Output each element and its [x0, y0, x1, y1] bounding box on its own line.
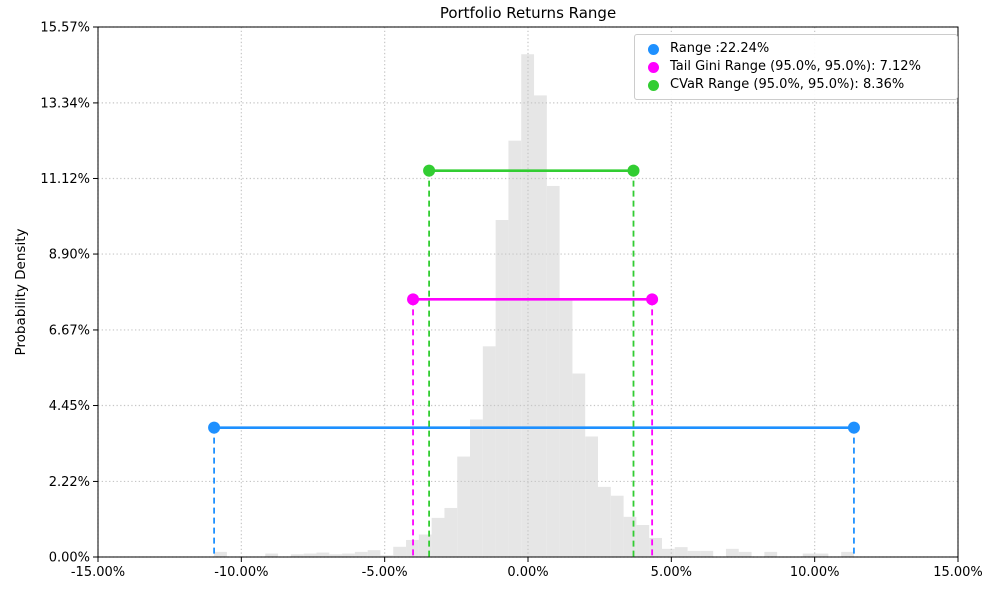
histogram-bar: [265, 553, 279, 557]
histogram-bar: [316, 552, 330, 557]
histogram-bar: [393, 546, 407, 557]
y-tick-label: 8.90%: [49, 248, 90, 263]
histogram-bar: [700, 550, 714, 557]
x-tick-label: 0.00%: [507, 565, 548, 580]
histogram-bar: [290, 554, 304, 557]
histogram-bar: [841, 551, 854, 557]
legend-label-range: Range :22.24%: [670, 41, 770, 56]
histogram-bar: [585, 436, 599, 557]
legend-item-range: Range :22.24%: [648, 40, 949, 58]
y-tick-label: 13.34%: [40, 96, 90, 111]
histogram-bar: [431, 517, 445, 557]
x-tick-label: -5.00%: [362, 565, 408, 580]
histogram-bar: [482, 346, 496, 557]
legend-marker-cvar-range: [648, 79, 659, 91]
histogram-bar: [444, 507, 458, 557]
tail-gini-range-left-marker: [407, 293, 420, 306]
histogram-bar: [329, 554, 343, 557]
histogram-bar: [764, 551, 778, 557]
histogram-bar: [610, 495, 624, 557]
tail-gini-range-right-marker: [646, 293, 659, 306]
x-tick-label: 15.00%: [933, 565, 983, 580]
histogram-bar: [649, 537, 662, 557]
histogram-bar: [457, 456, 471, 557]
x-tick-label: -15.00%: [71, 565, 125, 580]
x-tick-label: 10.00%: [790, 565, 840, 580]
legend-item-cvar-range: CVaR Range (95.0%, 95.0%): 8.36%: [648, 76, 949, 94]
y-tick-label: 11.12%: [40, 172, 90, 187]
histogram-bar: [738, 551, 752, 557]
cvar-range-left-marker: [423, 164, 436, 177]
histogram-bar: [470, 419, 483, 557]
histogram-bar: [342, 553, 355, 557]
legend-item-tail-gini-range: Tail Gini Range (95.0%, 95.0%): 7.12%: [648, 58, 949, 76]
cvar-range-right-marker: [627, 164, 640, 177]
histogram-bar: [495, 220, 509, 557]
histogram-bar: [598, 486, 611, 557]
y-tick-label: 6.67%: [49, 323, 90, 338]
x-tick-label: -10.00%: [214, 565, 268, 580]
histogram-bar: [303, 553, 317, 557]
histogram-bar: [380, 555, 394, 557]
x-tick-label: 5.00%: [651, 565, 692, 580]
histogram-bar: [214, 551, 227, 557]
legend-label-tail-gini-range: Tail Gini Range (95.0%, 95.0%): 7.12%: [670, 59, 921, 74]
histogram-bar: [636, 525, 650, 557]
legend-label-cvar-range: CVaR Range (95.0%, 95.0%): 8.36%: [670, 77, 905, 92]
histogram-bar: [725, 548, 739, 557]
histogram-bar: [367, 550, 381, 557]
histogram-bar: [815, 553, 829, 557]
histogram-bar: [406, 539, 419, 557]
histogram-bar: [508, 140, 522, 557]
histogram-bar: [623, 516, 637, 557]
legend-box: Range :22.24% Tail Gini Range (95.0%, 95.…: [634, 34, 958, 100]
y-tick-label: 0.00%: [49, 551, 90, 566]
legend-marker-range: [648, 43, 659, 55]
y-tick-label: 2.22%: [49, 475, 90, 490]
histogram-bar: [802, 553, 816, 557]
y-tick-label: 15.57%: [40, 21, 90, 36]
y-tick-label: 4.45%: [49, 399, 90, 414]
histogram-bar: [661, 548, 675, 557]
chart-title: Portfolio Returns Range: [439, 4, 617, 22]
histogram-bar: [354, 551, 368, 557]
histogram-bar: [687, 550, 701, 557]
histogram-bar: [546, 185, 560, 558]
range-left-marker: [208, 421, 221, 434]
histogram-bar: [674, 547, 688, 557]
histogram-bar: [534, 95, 547, 557]
range-right-marker: [847, 421, 860, 434]
legend-marker-tail-gini-range: [648, 61, 659, 73]
histogram-bar: [572, 373, 586, 557]
